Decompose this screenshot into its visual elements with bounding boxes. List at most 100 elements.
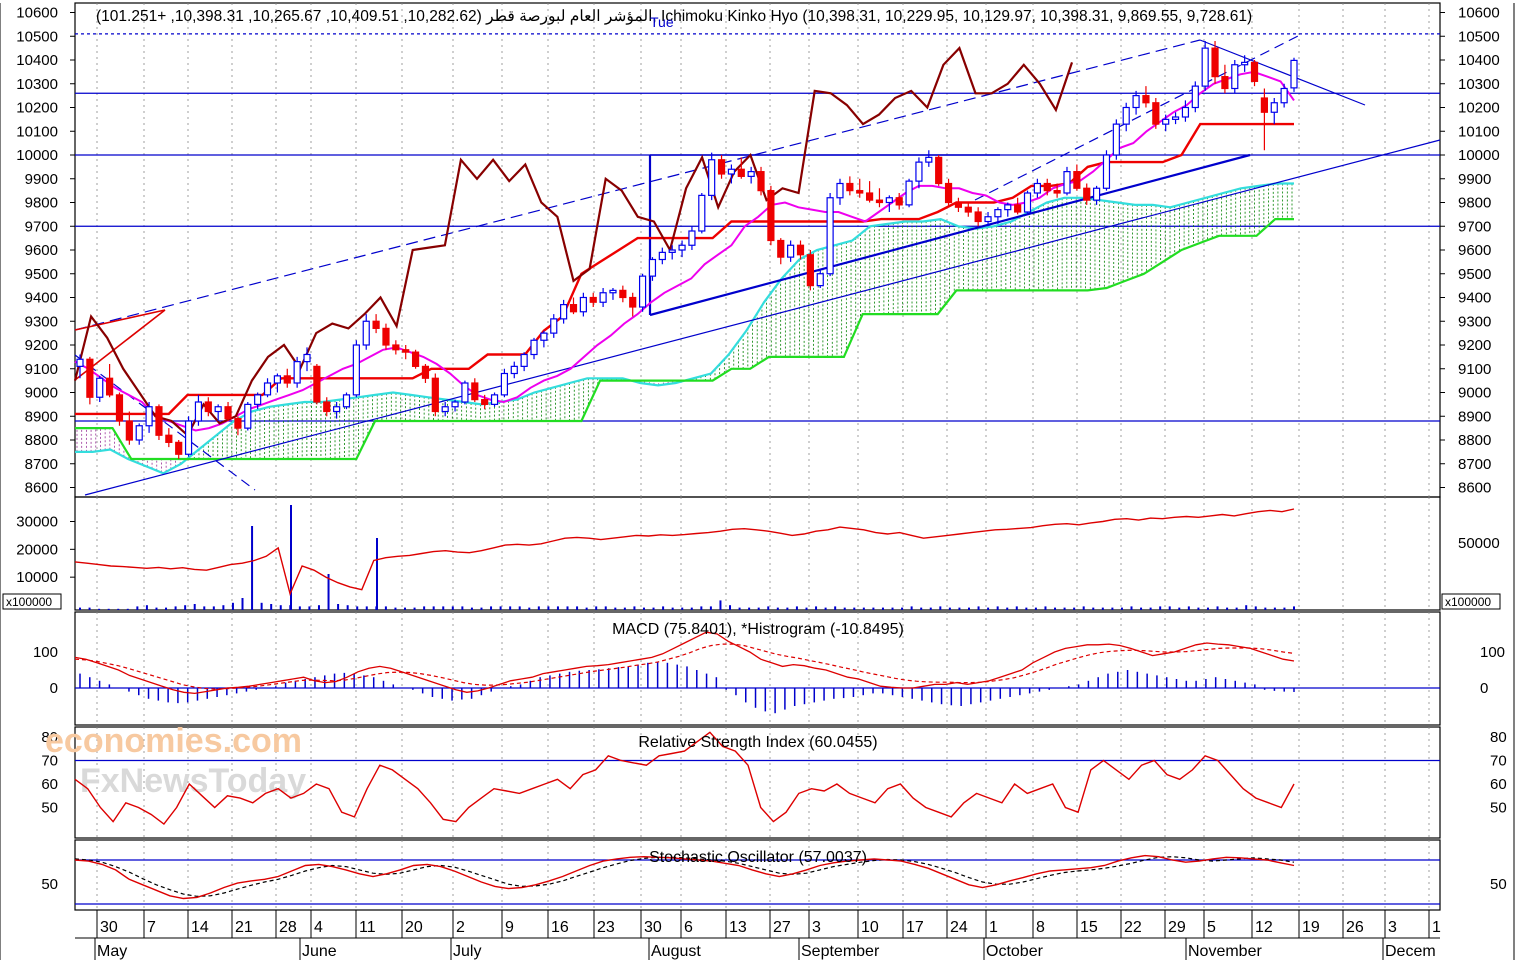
y-axis-tick-label: 9500 <box>25 266 58 283</box>
candle-body <box>747 171 755 177</box>
candle-body <box>816 273 824 287</box>
candle-body <box>569 304 578 313</box>
volume-multiplier-label-right: x100000 <box>1445 595 1491 609</box>
candle-body <box>461 382 469 403</box>
candle-body <box>1073 171 1081 189</box>
candle-body <box>737 168 745 177</box>
candle-body <box>944 182 953 204</box>
candle-body <box>115 394 124 422</box>
y-axis-tick-label-right: 9500 <box>1458 266 1491 283</box>
rsi-y-tick-label: 70 <box>41 753 58 770</box>
y-axis-tick-label-right: 9700 <box>1458 218 1491 235</box>
y-axis-tick-label-right: 9400 <box>1458 290 1491 307</box>
x-axis-day-label: 29 <box>1168 919 1186 936</box>
candle-body <box>1201 47 1209 87</box>
candle-body <box>273 375 281 384</box>
x-axis-day-label: 3 <box>812 919 821 936</box>
candle-body <box>1152 102 1160 125</box>
chikou-span-line <box>73 46 1074 438</box>
panel-frame-sto <box>74 839 1441 911</box>
candle-body <box>1023 192 1032 213</box>
candle-body <box>1014 204 1022 213</box>
y-axis-tick-label-right: 9600 <box>1458 242 1491 259</box>
candle-body <box>727 168 736 175</box>
x-axis-day-label: 6 <box>684 919 693 936</box>
candle-body <box>826 197 834 275</box>
candle-body <box>382 327 390 346</box>
x-axis-month-label: June <box>302 943 337 960</box>
candle-body <box>560 304 568 320</box>
x-axis-day-label: 27 <box>773 919 791 936</box>
stochastic-k-line <box>74 854 1295 900</box>
x-axis-day-label: 30 <box>644 919 662 936</box>
y-axis-tick-label: 9900 <box>25 171 58 188</box>
candle-body <box>1043 182 1051 192</box>
x-axis-month-label: November <box>1188 943 1262 960</box>
y-axis-tick-label-right: 9000 <box>1458 385 1491 402</box>
y-axis-tick-label-right: 9300 <box>1458 313 1491 330</box>
candle-body <box>86 358 94 398</box>
y-axis-tick-label-right: 10200 <box>1458 100 1500 117</box>
candle-body <box>1231 64 1239 90</box>
y-axis-tick-label-right: 10500 <box>1458 28 1500 45</box>
volume-multiplier-box-right <box>1441 593 1501 610</box>
y-axis-tick-label-right: 10400 <box>1458 52 1500 69</box>
trend-line <box>74 354 256 491</box>
candle-body <box>333 406 341 413</box>
candle-body <box>254 394 262 405</box>
candle-body <box>283 375 291 384</box>
x-axis-day-label: 9 <box>505 919 514 936</box>
candle-body <box>836 182 844 199</box>
chart-header: المؤشر العام لبورصة قطر (10,282.62, 10,4… <box>96 8 1252 25</box>
candle-body <box>1083 187 1091 201</box>
candle-body <box>204 401 212 413</box>
rsi-y-tick-label: 60 <box>41 776 58 793</box>
x-axis-day-label: 21 <box>235 919 253 936</box>
y-axis-tick-label: 9400 <box>25 290 58 307</box>
x-axis-day-label: 12 <box>1255 919 1273 936</box>
candle-body <box>796 244 805 256</box>
rsi-line <box>74 731 1295 825</box>
rsi-y-tick-label-right: 60 <box>1490 776 1507 793</box>
candle-body <box>323 401 331 413</box>
candle-body <box>954 201 963 208</box>
candle-body <box>520 353 528 367</box>
x-axis-month-label: July <box>453 943 481 960</box>
x-axis-day-label: 16 <box>551 919 569 936</box>
x-axis-day-label: 11 <box>359 919 376 936</box>
trend-line <box>649 153 1251 317</box>
candle-body <box>579 296 587 313</box>
x-axis-month-label: Decem <box>1385 943 1436 960</box>
volume-y-tick-label-right: 50000 <box>1458 535 1500 552</box>
macd-y-tick-label: 100 <box>33 644 58 661</box>
macd-y-tick-label-right: 0 <box>1480 680 1488 697</box>
candle-body <box>787 244 795 258</box>
x-axis-day-label: 1 <box>989 919 998 936</box>
candle-body <box>155 406 163 436</box>
y-axis-tick-label: 8700 <box>25 456 58 473</box>
candle-body <box>777 239 785 258</box>
candle-body <box>1171 116 1180 120</box>
candle-body <box>984 216 992 223</box>
volume-multiplier-label: x100000 <box>6 595 52 609</box>
chart-annotation: Tue <box>650 14 674 30</box>
candle-body <box>214 406 222 413</box>
candle-body <box>471 382 479 401</box>
x-axis-day-label: 17 <box>906 919 924 936</box>
y-axis-tick-label-right: 10600 <box>1458 5 1500 22</box>
candle-body <box>1063 171 1071 194</box>
trend-line <box>1199 39 1366 106</box>
candle-body <box>421 365 430 379</box>
candle-body <box>925 156 933 163</box>
senkou-span-a <box>75 182 1294 475</box>
candle-body <box>668 249 676 253</box>
candle-body <box>1033 182 1041 194</box>
trend-line <box>74 39 1201 331</box>
x-axis-day-label: 20 <box>405 919 423 936</box>
candle-body <box>352 344 360 396</box>
candle-body <box>688 230 696 246</box>
panel-frame-rsi <box>74 726 1441 839</box>
volume-average-line <box>74 508 1295 597</box>
candle-body <box>96 377 104 398</box>
y-axis-tick-label: 9200 <box>25 337 58 354</box>
